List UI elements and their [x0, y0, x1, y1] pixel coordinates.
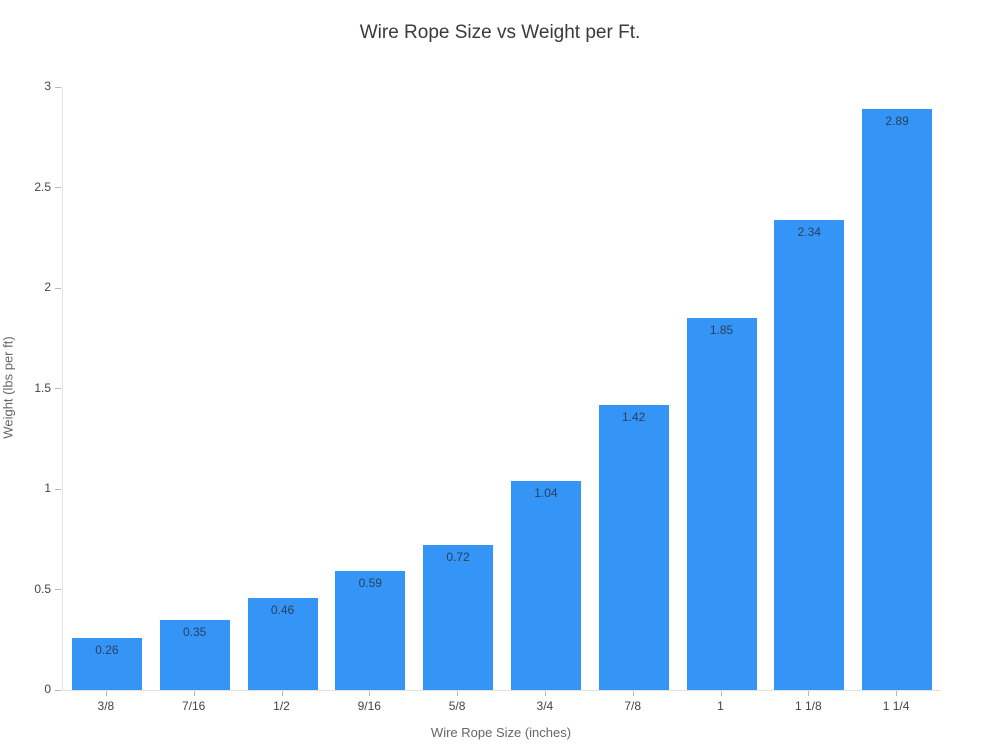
- x-tick-label: 1 1/4: [882, 699, 910, 713]
- x-tick-label: 1/2: [273, 699, 290, 713]
- bar-value-label: 1.85: [709, 323, 734, 338]
- y-tick-mark: [55, 388, 61, 389]
- y-tick-label: 0.5: [34, 581, 51, 596]
- bar-value-label: 2.34: [797, 224, 821, 239]
- y-tick-label: 3: [44, 79, 51, 93]
- x-tick-mark: [808, 691, 810, 696]
- bar-7-16: 0.35: [159, 619, 230, 690]
- y-tick-mark: [55, 689, 61, 691]
- x-tick-label: 3/4: [536, 699, 554, 713]
- chart-title: Wire Rope Size vs Weight per Ft.: [359, 22, 641, 43]
- bar-9-16: 0.59: [335, 571, 406, 690]
- x-tick-label: 7/8: [624, 699, 642, 713]
- bar-value-label: 0.26: [95, 642, 119, 657]
- x-tick-label: 5/8: [448, 699, 466, 713]
- bar-value-label: 1.04: [534, 485, 558, 500]
- x-tick-label: 1 1/8: [794, 699, 822, 713]
- bar-3-4: 1.04: [510, 480, 581, 690]
- x-tick-mark: [105, 691, 107, 696]
- x-tick-mark: [369, 691, 371, 696]
- y-tick-mark: [55, 589, 61, 590]
- bar-value-label: 0.59: [358, 576, 382, 591]
- bar-1-1-8: 2.34: [774, 219, 845, 690]
- bar-value-label: 1.42: [622, 409, 646, 424]
- x-axis-title: Wire Rope Size (inches): [430, 725, 572, 740]
- bar-value-label: 2.89: [885, 114, 909, 129]
- y-tick-label: 2.5: [34, 179, 51, 194]
- bar-7-8: 1.42: [598, 404, 669, 690]
- y-tick-label: 0: [44, 682, 51, 696]
- x-tick-label: 9/16: [357, 699, 381, 713]
- y-tick-label: 1: [44, 481, 51, 495]
- x-tick-mark: [896, 691, 898, 696]
- plot-area: 0.26 0.35 0.46 0.59 0.72 1.04 1.42 1.85 2.34 2.89: [62, 87, 941, 691]
- bar-value-label: 0.46: [270, 602, 295, 617]
- y-tick-label: 2: [44, 280, 51, 294]
- bar-3-8: 0.26: [71, 637, 142, 690]
- y-tick-mark: [55, 187, 61, 188]
- x-tick-mark: [281, 691, 283, 696]
- bar-value-label: 0.72: [446, 550, 470, 565]
- x-tick-mark: [720, 691, 722, 696]
- y-tick-mark: [55, 86, 61, 88]
- bar-1-2: 0.46: [247, 597, 318, 690]
- bar-value-label: 0.35: [183, 624, 207, 639]
- x-tick-label: 1: [717, 699, 724, 713]
- bar-1: 1.85: [686, 318, 757, 690]
- x-tick-mark: [632, 691, 634, 696]
- bar-5-8: 0.72: [423, 545, 494, 690]
- bar-1-1-4: 2.89: [862, 109, 933, 690]
- y-tick-mark: [55, 488, 61, 490]
- x-tick-mark: [193, 691, 195, 696]
- x-tick-mark: [544, 691, 546, 696]
- y-tick-label: 1.5: [34, 380, 51, 395]
- x-tick-label: 7/16: [182, 699, 206, 713]
- x-tick-mark: [457, 691, 459, 696]
- y-tick-mark: [55, 287, 61, 289]
- x-tick-label: 3/8: [97, 699, 115, 713]
